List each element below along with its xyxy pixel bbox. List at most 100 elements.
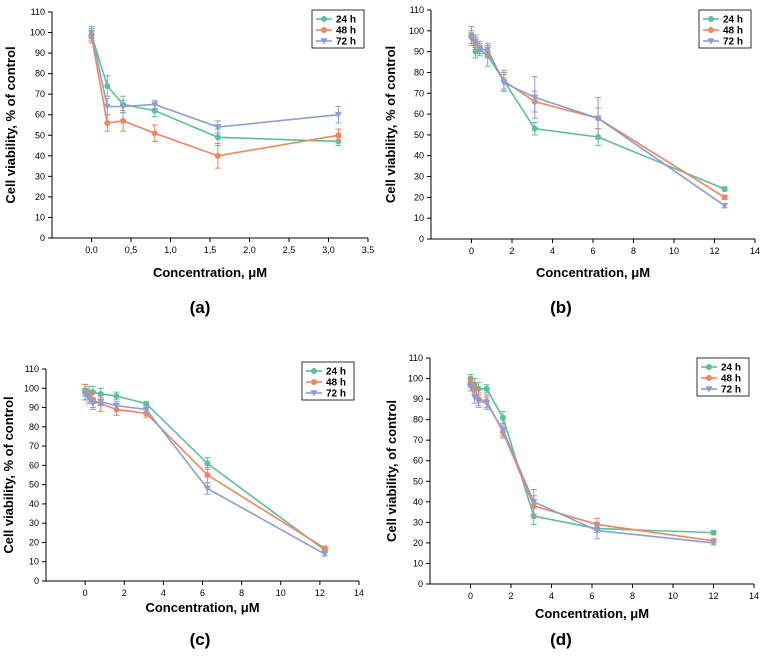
y-tick-label: 100: [409, 26, 424, 36]
x-tick-label: 8: [631, 246, 636, 256]
legend-marker: [321, 27, 327, 33]
data-point: [593, 527, 601, 535]
data-point: [321, 545, 328, 552]
x-axis-title: Concentration, μM: [535, 606, 649, 621]
legend-marker: [708, 27, 714, 33]
x-tick-label: 6: [590, 246, 595, 256]
y-tick-label: 0: [40, 233, 45, 243]
y-tick-label: 90: [413, 394, 423, 404]
legend-label: 48 h: [723, 26, 743, 37]
y-tick-label: 50: [29, 480, 39, 490]
y-tick-label: 80: [414, 67, 424, 77]
x-tick-label: 4: [549, 591, 554, 601]
y-axis-title: Cell viability, of control: [384, 400, 399, 542]
y-tick-label: 10: [29, 557, 39, 567]
y-tick-label: 100: [408, 374, 423, 384]
x-tick-label: 8: [630, 591, 635, 601]
data-point: [471, 385, 478, 392]
data-point: [97, 398, 105, 406]
data-point: [120, 117, 127, 124]
y-tick-label: 20: [29, 537, 39, 547]
x-tick-label: 1,0: [164, 245, 177, 255]
chart-panel-a: 0 10 20 30 40 50 60 70 80 90 100 110 0,0 0,5 1,0 1,5 2,0…: [0, 0, 383, 330]
y-tick-label: 90: [35, 48, 45, 58]
series-line: [469, 378, 714, 534]
series-24h: [467, 373, 717, 536]
x-tick-label: 12: [708, 591, 718, 601]
y-tick-label: 80: [29, 422, 39, 432]
data-point: [321, 551, 329, 558]
y-tick-label: 30: [29, 518, 39, 528]
series-line: [90, 32, 339, 128]
y-tick-label: 60: [414, 109, 424, 119]
y-tick-label: 20: [413, 538, 423, 548]
y-tick-label: 70: [35, 89, 45, 99]
chart-b-svg: 0 10 20 30 40 50 60 70 80 90 100 110 0 2 4 6 8 10 12 14 Conc…: [383, 5, 760, 280]
y-tick-label: 70: [413, 435, 423, 445]
y-tick-label: 50: [414, 130, 424, 140]
legend-marker: [310, 390, 318, 397]
x-tick-label: 6: [200, 588, 205, 598]
legend-label: 24 h: [336, 15, 356, 26]
legend-marker: [311, 368, 317, 374]
legend-label: 48 h: [336, 26, 356, 37]
data-point: [472, 38, 480, 45]
data-point: [143, 400, 150, 407]
x-tick-label: 8: [239, 588, 244, 598]
x-axis-title: Concentration, μM: [153, 265, 267, 280]
data-point: [721, 194, 728, 201]
data-point: [151, 130, 158, 137]
data-point: [119, 103, 127, 111]
y-axis-title: Cell viability, % of control: [1, 396, 16, 553]
chart-panel-d: 0 10 20 30 40 50 60 70 80 90 100 110 0 2 4 6 8 10 12 14 Conc…: [383, 330, 766, 661]
y-tick-label: 60: [413, 456, 423, 466]
x-tick-label: 0: [83, 588, 88, 598]
x-tick-label: 3,0: [322, 245, 335, 255]
series-48h: [467, 378, 717, 544]
data-point: [89, 400, 97, 408]
series-72h: [468, 32, 729, 210]
series-line: [84, 391, 326, 549]
legend-marker: [706, 375, 712, 381]
series-24h: [88, 27, 342, 147]
x-tick-label: 2,5: [283, 245, 296, 255]
y-tick-label: 100: [30, 28, 45, 38]
y-tick-label: 60: [29, 460, 39, 470]
x-tick-label: 1,5: [204, 245, 217, 255]
y-tick-label: 30: [35, 171, 45, 181]
y-tick-label: 10: [413, 558, 423, 568]
legend-marker: [320, 38, 328, 45]
data-point: [104, 82, 111, 89]
x-tick-label: 4: [161, 588, 166, 598]
data-point: [88, 29, 95, 37]
x-axis-title: Concentration, μM: [145, 600, 259, 615]
series-line: [90, 36, 339, 157]
x-tick-label: 0,0: [85, 245, 98, 255]
data-point: [468, 36, 475, 43]
x-tick-label: 2,0: [243, 245, 256, 255]
data-point: [151, 107, 158, 114]
x-tick-label: 10: [668, 591, 678, 601]
x-tick-label: 0: [468, 591, 473, 601]
series-line: [469, 382, 714, 542]
data-point: [471, 394, 479, 401]
panel-label-c: (c): [189, 630, 211, 649]
data-point: [721, 186, 728, 193]
y-tick-label: 60: [35, 110, 45, 120]
data-point: [721, 202, 729, 210]
legend: 24 h48 h72 h: [696, 357, 750, 397]
legend: 24 h48 h72 h: [311, 9, 365, 49]
legend-marker: [706, 364, 712, 370]
y-tick-label: 30: [413, 517, 423, 527]
y-tick-label: 80: [413, 415, 423, 425]
chart-a-svg: 0 10 20 30 40 50 60 70 80 90 100 110 0,0 0,5 1,0 1,5 2,0…: [3, 7, 374, 280]
data-point: [467, 383, 474, 391]
y-tick-label: 0: [418, 579, 423, 589]
data-point: [500, 80, 508, 87]
data-point: [151, 101, 159, 108]
legend-label: 24 h: [723, 15, 743, 26]
data-point: [475, 398, 483, 405]
legend: 24 h48 h72 h: [698, 9, 752, 49]
y-axis-title: Cell viability, % of control: [383, 46, 398, 203]
y-axis-title: Cell viability, % of control: [3, 46, 18, 203]
